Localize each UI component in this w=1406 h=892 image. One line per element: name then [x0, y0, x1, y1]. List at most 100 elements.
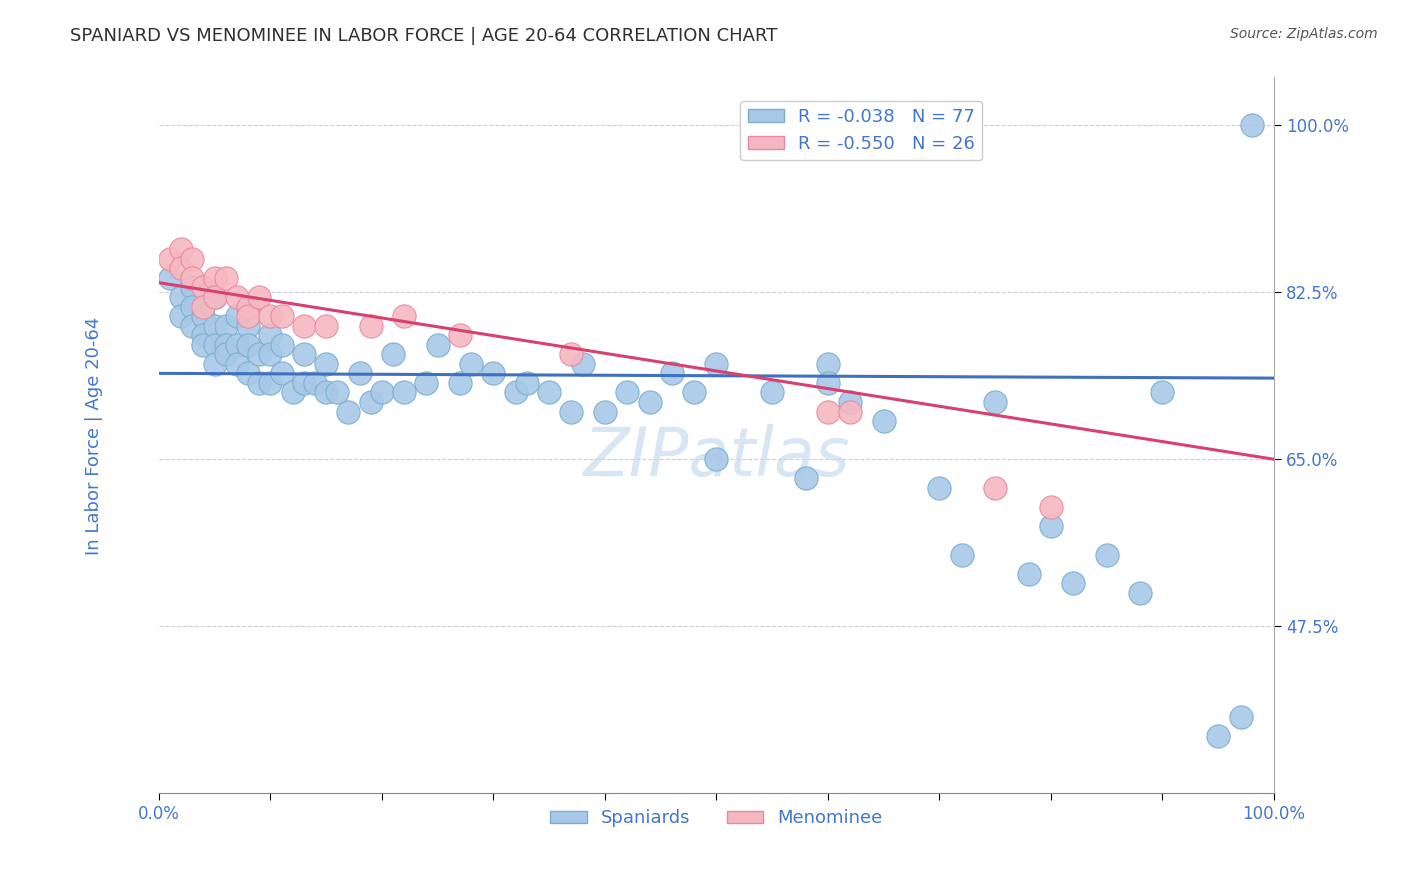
Point	[181, 252, 204, 266]
Point	[873, 414, 896, 428]
Point	[236, 309, 259, 323]
Point	[204, 290, 226, 304]
Point	[304, 376, 326, 390]
Point	[226, 337, 249, 351]
Point	[560, 347, 582, 361]
Point	[236, 300, 259, 314]
Point	[226, 309, 249, 323]
Point	[1206, 729, 1229, 743]
Point	[349, 367, 371, 381]
Point	[683, 385, 706, 400]
Point	[392, 309, 415, 323]
Point	[1039, 500, 1062, 514]
Point	[817, 376, 839, 390]
Text: SPANIARD VS MENOMINEE IN LABOR FORCE | AGE 20-64 CORRELATION CHART: SPANIARD VS MENOMINEE IN LABOR FORCE | A…	[70, 27, 778, 45]
Point	[281, 385, 304, 400]
Point	[247, 290, 270, 304]
Point	[315, 357, 337, 371]
Point	[204, 337, 226, 351]
Point	[270, 337, 292, 351]
Point	[204, 271, 226, 285]
Point	[247, 347, 270, 361]
Point	[315, 318, 337, 333]
Point	[193, 309, 215, 323]
Text: ZIPatlas: ZIPatlas	[583, 424, 849, 490]
Point	[1229, 710, 1251, 724]
Text: Source: ZipAtlas.com: Source: ZipAtlas.com	[1230, 27, 1378, 41]
Point	[170, 242, 193, 256]
Point	[593, 404, 616, 418]
Point	[193, 300, 215, 314]
Point	[360, 395, 382, 409]
Point	[193, 337, 215, 351]
Point	[1062, 576, 1084, 591]
Point	[706, 452, 728, 467]
Point	[236, 337, 259, 351]
Point	[337, 404, 360, 418]
Point	[270, 367, 292, 381]
Point	[315, 385, 337, 400]
Point	[326, 385, 349, 400]
Point	[1018, 566, 1040, 581]
Point	[616, 385, 638, 400]
Point	[215, 318, 238, 333]
Point	[259, 309, 281, 323]
Point	[170, 290, 193, 304]
Point	[839, 404, 862, 418]
Point	[392, 385, 415, 400]
Point	[292, 318, 315, 333]
Point	[247, 376, 270, 390]
Point	[661, 367, 683, 381]
Point	[193, 328, 215, 343]
Point	[181, 271, 204, 285]
Point	[292, 376, 315, 390]
Point	[817, 357, 839, 371]
Point	[360, 318, 382, 333]
Point	[292, 347, 315, 361]
Point	[560, 404, 582, 418]
Point	[215, 271, 238, 285]
Point	[159, 271, 181, 285]
Point	[181, 280, 204, 294]
Point	[236, 367, 259, 381]
Point	[1095, 548, 1118, 562]
Point	[371, 385, 394, 400]
Point	[193, 280, 215, 294]
Point	[538, 385, 561, 400]
Point	[415, 376, 437, 390]
Point	[204, 290, 226, 304]
Point	[984, 395, 1007, 409]
Point	[449, 328, 471, 343]
Point	[706, 357, 728, 371]
Point	[817, 404, 839, 418]
Point	[204, 357, 226, 371]
Point	[159, 252, 181, 266]
Point	[571, 357, 593, 371]
Point	[928, 481, 950, 495]
Point	[181, 300, 204, 314]
Point	[761, 385, 783, 400]
Point	[170, 261, 193, 276]
Point	[215, 337, 238, 351]
Point	[170, 309, 193, 323]
Point	[505, 385, 527, 400]
Point	[426, 337, 449, 351]
Point	[204, 318, 226, 333]
Point	[1240, 118, 1263, 132]
Point	[259, 328, 281, 343]
Point	[460, 357, 482, 371]
Point	[226, 357, 249, 371]
Point	[270, 309, 292, 323]
Y-axis label: In Labor Force | Age 20-64: In Labor Force | Age 20-64	[86, 317, 103, 555]
Legend: Spaniards, Menominee: Spaniards, Menominee	[543, 802, 890, 834]
Point	[839, 395, 862, 409]
Point	[984, 481, 1007, 495]
Point	[1129, 586, 1152, 600]
Point	[482, 367, 505, 381]
Point	[1039, 519, 1062, 533]
Point	[794, 471, 817, 485]
Point	[950, 548, 973, 562]
Point	[181, 318, 204, 333]
Point	[259, 347, 281, 361]
Point	[516, 376, 538, 390]
